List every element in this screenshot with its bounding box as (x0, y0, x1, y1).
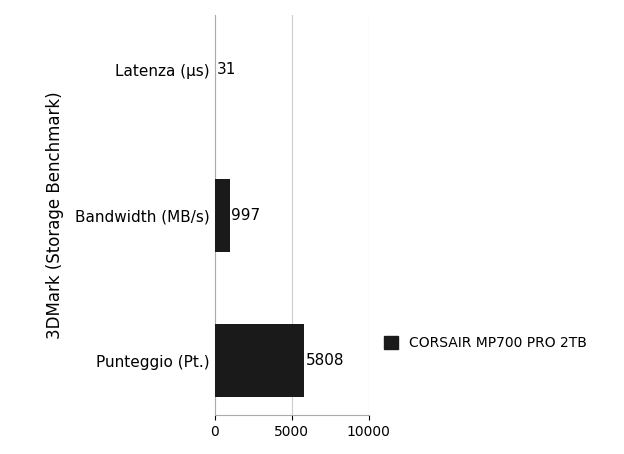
Text: 31: 31 (217, 62, 236, 77)
Legend: CORSAIR MP700 PRO 2TB: CORSAIR MP700 PRO 2TB (379, 331, 593, 356)
Text: 997: 997 (232, 207, 261, 222)
Bar (215, 179, 230, 252)
Y-axis label: 3DMark (Storage Benchmark): 3DMark (Storage Benchmark) (46, 91, 64, 339)
Text: 5808: 5808 (305, 353, 344, 368)
Bar (215, 324, 305, 397)
